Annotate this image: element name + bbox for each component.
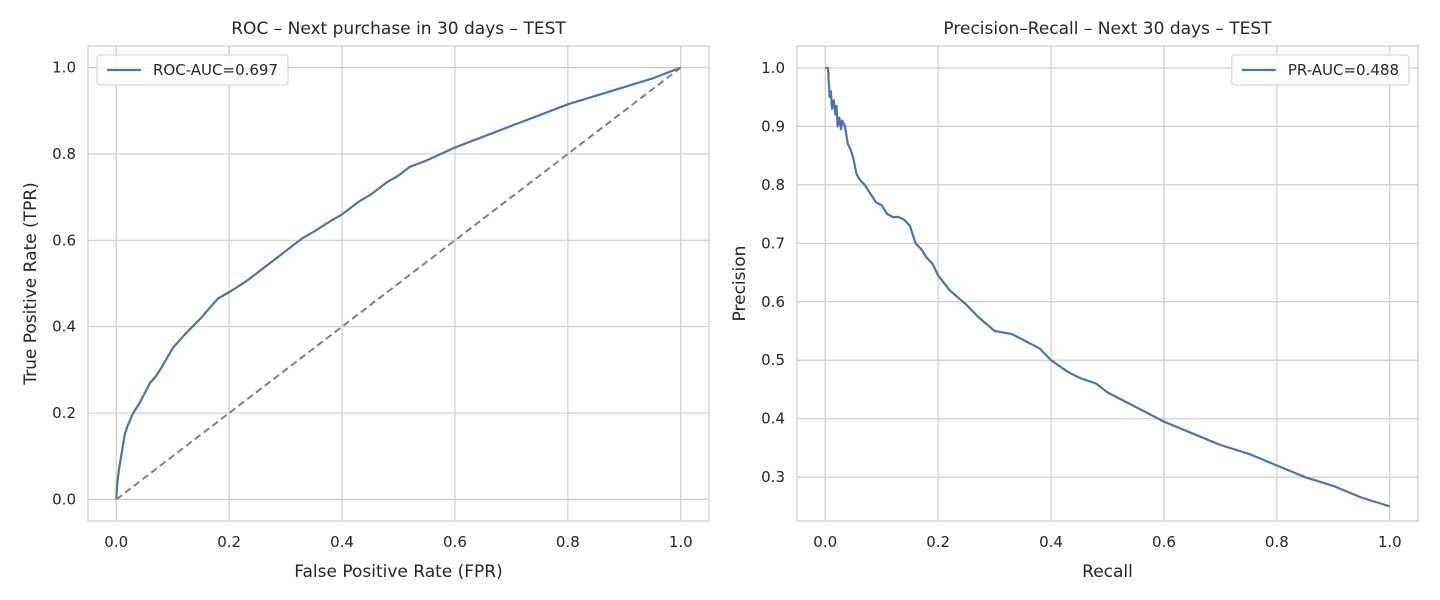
pr-chart: 0.0 0.2 0.4 0.6 0.8 1.0 0.3 0.4 0.5 0.6 0.7 0.8 0.9… (730, 19, 1419, 582)
roc-legend: ROC-AUC=0.697 (96, 54, 289, 86)
pr-y-tick-label: 0.8 (761, 176, 785, 194)
roc-legend-box (96, 54, 289, 86)
roc-plot-area (115, 66, 682, 501)
roc-y-tick-label: 1.0 (52, 59, 76, 77)
roc-x-axis-label: False Positive Rate (FPR) (294, 562, 503, 582)
pr-y-tick-label: 0.4 (761, 410, 785, 428)
roc-curve-line (115, 66, 682, 500)
roc-x-tick-label: 0.6 (443, 533, 467, 551)
roc-y-tick-label: 0.0 (52, 490, 76, 508)
pr-y-tick-labels: 0.3 0.4 0.5 0.6 0.7 0.8 0.9 1.0 (761, 59, 785, 486)
pr-x-tick-label: 0.4 (1039, 533, 1063, 551)
roc-y-tick-label: 0.4 (52, 318, 76, 336)
pr-legend-label: PR-AUC=0.488 (1288, 61, 1399, 79)
roc-x-tick-labels: 0.0 0.2 0.4 0.6 0.8 1.0 (104, 533, 692, 551)
roc-x-tick-label: 1.0 (669, 533, 693, 551)
pr-legend-box (1231, 54, 1410, 86)
pr-chart-title: Precision–Recall – Next 30 days – TEST (943, 19, 1272, 39)
roc-y-tick-label: 0.8 (52, 145, 76, 163)
roc-x-tick-label: 0.2 (217, 533, 241, 551)
pr-y-tick-label: 0.6 (761, 293, 785, 311)
roc-x-tick-label: 0.4 (330, 533, 354, 551)
pr-x-tick-label: 0.6 (1152, 533, 1176, 551)
pr-y-tick-label: 0.7 (761, 234, 785, 252)
roc-chart-title: ROC – Next purchase in 30 days – TEST (231, 19, 566, 39)
pr-x-tick-label: 0.0 (813, 533, 837, 551)
pr-plot-area (825, 66, 1391, 508)
pr-x-tick-label: 1.0 (1378, 533, 1402, 551)
roc-y-tick-labels: 0.0 0.2 0.4 0.6 0.8 1.0 (52, 59, 76, 509)
pr-x-tick-label: 0.2 (926, 533, 950, 551)
pr-y-tick-label: 0.3 (761, 468, 785, 486)
pr-axes-frame (796, 45, 1419, 522)
roc-x-tick-label: 0.8 (556, 533, 580, 551)
roc-y-tick-label: 0.2 (52, 404, 76, 422)
pr-x-axis-label: Recall (1082, 562, 1133, 582)
pr-legend: PR-AUC=0.488 (1231, 54, 1410, 86)
roc-y-axis-label: True Positive Rate (TPR) (21, 182, 41, 386)
roc-axes-frame (87, 45, 710, 522)
roc-x-tick-label: 0.0 (104, 533, 128, 551)
roc-chance-diagonal (115, 66, 682, 501)
pr-grid (797, 46, 1418, 521)
roc-chart: 0.0 0.2 0.4 0.6 0.8 1.0 0.0 0.2 0.4 0.6 0.8 1.0 RO… (21, 19, 710, 582)
pr-y-tick-label: 1.0 (761, 59, 785, 77)
pr-y-axis-label: Precision (730, 246, 750, 322)
roc-legend-label: ROC-AUC=0.697 (153, 61, 278, 79)
pr-curve-line (825, 66, 1391, 508)
pr-y-tick-label: 0.5 (761, 351, 785, 369)
pr-x-tick-labels: 0.0 0.2 0.4 0.6 0.8 1.0 (813, 533, 1401, 551)
roc-y-tick-label: 0.6 (52, 231, 76, 249)
pr-x-tick-label: 0.8 (1265, 533, 1289, 551)
pr-y-tick-label: 0.9 (761, 117, 785, 135)
